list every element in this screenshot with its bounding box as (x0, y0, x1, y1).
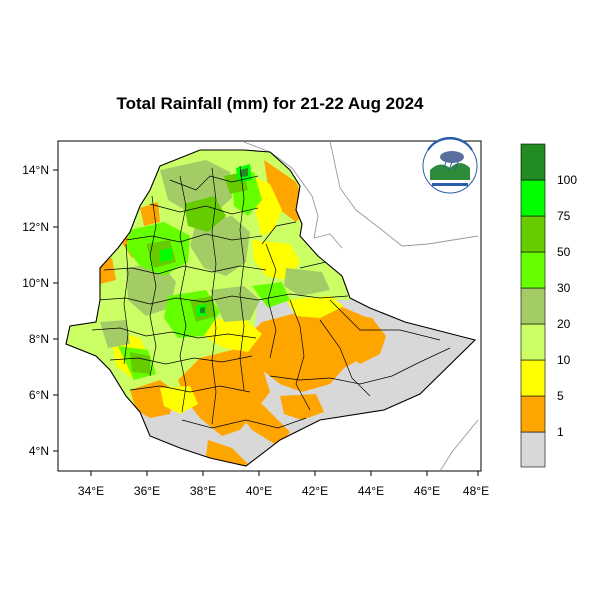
legend-swatch-7 (520, 179, 546, 217)
olive-gambella (100, 320, 130, 348)
y-tick-label: 10°N (22, 276, 49, 290)
legend-label: 1 (557, 425, 564, 439)
darkgreen-spot-north (240, 168, 248, 177)
x-tick-label: 46°E (414, 484, 440, 498)
orange-somali-patch (340, 312, 386, 364)
y-tick-label: 4°N (29, 444, 49, 458)
y-tick-label: 14°N (22, 163, 49, 177)
legend-swatch-1 (520, 395, 546, 433)
yellow-north-east (256, 178, 282, 236)
legend-label: 75 (557, 209, 571, 223)
axis-ticks (53, 169, 479, 476)
legend-swatch-0 (520, 431, 546, 468)
legend-label: 30 (557, 281, 571, 295)
legend-swatch-5 (520, 251, 546, 289)
x-tick-label: 36°E (134, 484, 160, 498)
legend-label: 20 (557, 317, 571, 331)
x-tick-label: 44°E (358, 484, 384, 498)
legend-swatch-8 (520, 143, 546, 181)
olive-east-highland (284, 268, 330, 296)
legend-label: 50 (557, 245, 571, 259)
x-tick-label: 40°E (246, 484, 272, 498)
legend-swatch-4 (520, 287, 546, 325)
midgreen-southwest (130, 352, 150, 374)
legend-colorbar: 1 5 10 20 30 50 75 100 (520, 143, 577, 468)
ethiopia-outline (65, 149, 477, 467)
x-tick-label: 48°E (463, 484, 489, 498)
darkgreen-spot-central (200, 307, 205, 313)
vividgreen-spot-west (160, 248, 172, 262)
x-tick-label: 42°E (302, 484, 328, 498)
x-tick-label: 34°E (78, 484, 104, 498)
legend-label: 5 (557, 389, 564, 403)
legend-swatch-2 (520, 359, 546, 397)
y-tick-label: 8°N (29, 332, 49, 346)
olive-oromia (210, 286, 260, 322)
map-title: Total Rainfall (mm) for 21-22 Aug 2024 (116, 94, 424, 113)
yellow-southwest (160, 386, 198, 414)
zone-boundaries (91, 165, 451, 429)
orange-south-patch (280, 394, 324, 420)
green-central-east (252, 282, 290, 308)
legend-swatch-3 (520, 323, 546, 361)
orange-borena-patch (230, 402, 290, 446)
legend-label: 10 (557, 353, 571, 367)
legend-swatch-6 (520, 215, 546, 253)
x-tick-label: 38°E (190, 484, 216, 498)
neighbour-boundaries (243, 140, 479, 472)
y-tick-label: 6°N (29, 388, 49, 402)
y-tick-label: 12°N (22, 220, 49, 234)
ethiopian-meteorology-institute-logo (422, 136, 478, 194)
yellow-hararghe (286, 296, 344, 318)
legend-label: 100 (557, 173, 577, 187)
